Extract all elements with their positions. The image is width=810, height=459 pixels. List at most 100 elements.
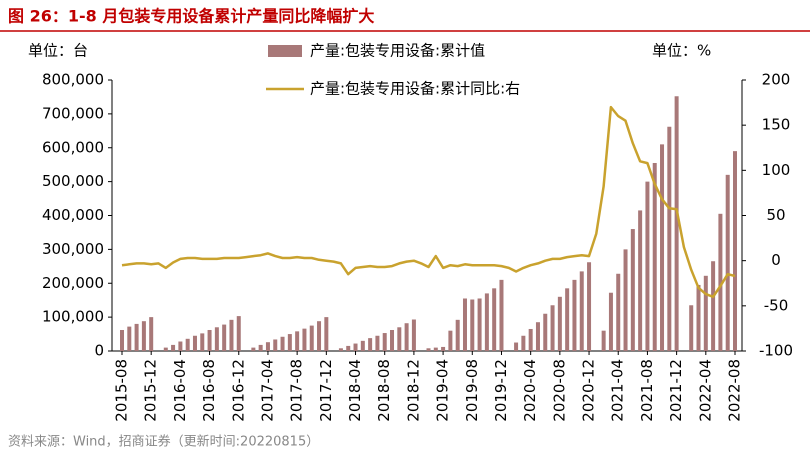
bar [703,275,708,351]
legend-swatch [268,45,302,57]
bar [543,313,548,351]
bar [470,299,475,351]
bar [623,249,628,351]
bar [521,335,526,351]
x-tick-label: 2022-04 [696,359,714,422]
y2-tick-label: 100 [762,161,791,179]
x-tick-label: 2020-08 [550,359,568,422]
bar [338,348,343,351]
bar [455,319,460,351]
x-tick-label: 2021-08 [638,359,656,422]
chart-title: 图 26：1-8 月包装专用设备累计产量同比降幅扩大 [8,7,374,26]
bar [185,338,190,351]
y2-tick-label: 50 [766,206,785,224]
bar [302,328,307,351]
bar [251,347,256,351]
y-tick-label: 300,000 [42,240,104,258]
bar [733,151,737,351]
bar [280,336,285,351]
y2-tick-label: 150 [762,116,791,134]
bar [265,342,270,351]
x-tick-label: 2018-08 [375,359,393,422]
bar [360,340,365,351]
x-tick-label: 2016-12 [229,359,247,422]
bar [141,321,146,351]
bar [207,329,212,351]
y2-tick-label: -100 [759,342,793,360]
bar [652,162,657,351]
bar [127,326,132,351]
y-tick-label: 400,000 [42,206,104,224]
bar [287,334,292,351]
bar [295,331,300,351]
legend-label: 产量:包装专用设备:累计值 [310,42,485,60]
x-tick-label: 2019-04 [434,359,452,422]
bar [462,298,467,351]
y-tick-label: 700,000 [42,104,104,122]
bar [368,338,373,351]
y2-tick-label: 200 [762,71,791,89]
x-tick-label: 2020-04 [521,359,539,422]
x-tick-label: 2021-12 [667,359,685,422]
bar [236,316,241,351]
bar [134,323,139,351]
y2-tick-label: -50 [764,296,789,314]
bar [441,346,446,351]
y2-tick-label: 0 [771,251,781,269]
bar [608,292,613,351]
bar [404,323,409,351]
bar [397,327,402,351]
bar [660,144,665,351]
bar [346,345,351,351]
bar [309,325,314,351]
bar [711,261,716,351]
bar [171,344,176,351]
bar [222,324,227,351]
bar [178,341,183,351]
bar [565,288,570,351]
bar [375,335,380,351]
bar [426,348,431,351]
bar [484,293,489,351]
bar [448,330,453,351]
bar [528,328,533,351]
y-tick-label: 100,000 [42,308,104,326]
bar [645,181,650,351]
bar [674,96,679,351]
bar [579,271,584,351]
bar [273,339,278,351]
bar [433,347,438,351]
x-tick-label: 2017-08 [288,359,306,422]
bar [725,174,730,351]
y-tick-label: 200,000 [42,274,104,292]
bar [492,288,497,351]
bar [616,273,621,351]
bar [689,305,694,351]
bar [667,126,672,351]
bar [120,329,124,351]
x-tick-label: 2018-12 [404,359,422,422]
bar [514,342,519,351]
x-tick-label: 2015-08 [113,359,131,422]
x-tick-label: 2021-04 [609,359,627,422]
bar [638,210,643,351]
bar [317,321,322,351]
bar [214,327,219,351]
bar [572,279,577,351]
line [121,105,736,299]
bar [258,344,263,351]
y2-unit: 单位：% [652,42,711,60]
bar [535,322,540,351]
x-tick-label: 2020-12 [580,359,598,422]
bar [324,317,329,351]
y-tick-label: 500,000 [42,172,104,190]
bar [163,347,168,351]
bar [550,305,555,351]
source: 资料来源：Wind，招商证券（更新时间:20220815） [8,434,319,450]
legend-label: 产量:包装专用设备:累计同比:右 [310,80,520,98]
bar [192,335,197,351]
y-unit: 单位：台 [28,42,88,60]
bar [353,343,358,351]
x-tick-label: 2015-12 [142,359,160,422]
